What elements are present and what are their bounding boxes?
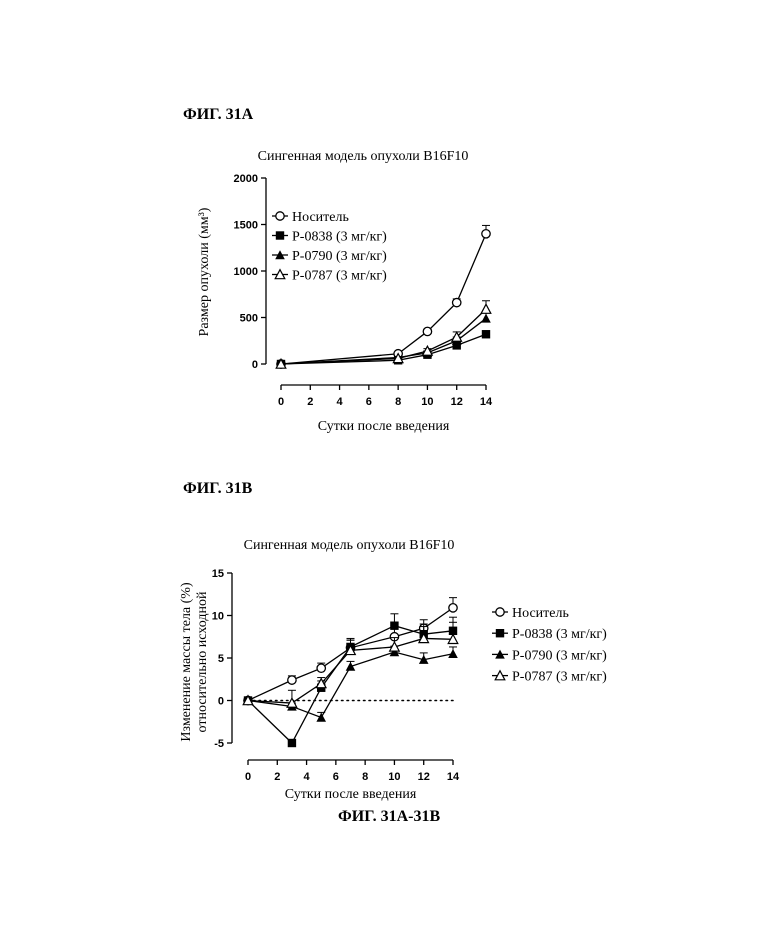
y-tick-label: -5 bbox=[214, 738, 224, 750]
data-point bbox=[316, 713, 326, 722]
data-point bbox=[317, 664, 325, 672]
x-tick-label: 14 bbox=[447, 771, 460, 783]
x-tick-label: 2 bbox=[274, 771, 280, 783]
data-point bbox=[288, 676, 296, 684]
legend-label: Носитель bbox=[512, 606, 569, 621]
series-2 bbox=[243, 646, 458, 722]
y-axis-title-line: относительно исходной bbox=[195, 591, 210, 732]
x-tick-label: 8 bbox=[362, 771, 368, 783]
legend-marker bbox=[496, 608, 504, 616]
data-point bbox=[449, 604, 457, 612]
data-point bbox=[448, 649, 458, 658]
y-tick-label: 0 bbox=[218, 696, 224, 708]
series-1 bbox=[244, 614, 457, 747]
x-tick-label: 10 bbox=[388, 771, 400, 783]
x-tick-label: 12 bbox=[418, 771, 430, 783]
chart-title: Сингенная модель опухоли B16F10 bbox=[244, 538, 455, 553]
legend-label: P-0787 (3 мг/кг) bbox=[512, 670, 607, 685]
x-tick-label: 6 bbox=[333, 771, 339, 783]
data-point bbox=[346, 662, 356, 671]
legend-label: P-0838 (3 мг/кг) bbox=[512, 627, 607, 642]
y-tick-label: 10 bbox=[212, 611, 224, 623]
chart-1-group: Сингенная модель опухоли B16F10 -5 0 5 10 15 0… bbox=[179, 538, 607, 802]
x-tick-label: 4 bbox=[304, 771, 311, 783]
data-point bbox=[288, 739, 296, 747]
y-axis-title-line: Изменение массы тела (%) bbox=[179, 582, 194, 742]
x-tick-label: 0 bbox=[245, 771, 251, 783]
y-tick-label: 15 bbox=[212, 568, 224, 580]
legend-label: P-0790 (3 мг/кг) bbox=[512, 648, 607, 663]
legend-marker bbox=[496, 629, 504, 637]
y-tick-label: 5 bbox=[218, 653, 224, 665]
x-axis-title: Сутки после введения bbox=[285, 787, 417, 802]
data-point bbox=[390, 622, 398, 630]
